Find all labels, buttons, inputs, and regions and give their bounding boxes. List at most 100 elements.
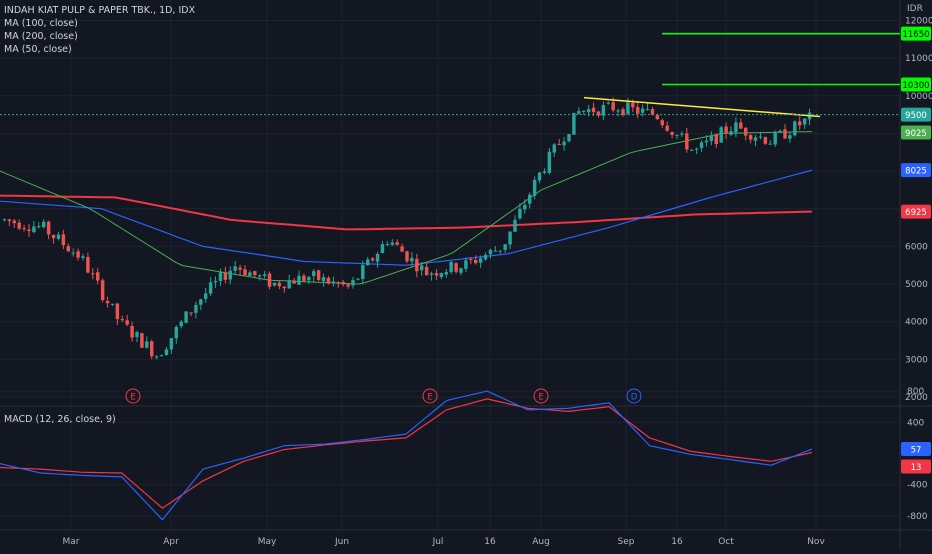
candle-body [660,120,664,126]
candle-body [655,115,660,120]
candle-body [714,134,718,145]
candle-body [150,341,154,357]
candle-body [120,319,124,321]
candle-body [719,127,723,143]
candle-body [76,251,80,258]
event-marker [422,388,438,404]
candle-body [758,136,763,138]
event-marker-label: E [130,393,135,403]
candle-body [444,272,448,275]
candle-body [105,300,110,304]
candle-body [665,125,669,131]
candle-body [169,338,174,350]
candle-body [267,273,272,287]
candle-body [96,272,100,281]
candle-body [518,208,522,219]
candle-body [199,299,203,305]
resistance-price-label: 10300 [902,81,929,91]
legend-ma50[interactable]: MA (50, close) [4,44,72,55]
candle-body [32,226,36,233]
macd-tick-label: 800 [907,387,924,397]
candle-body [537,172,542,181]
candle-body [464,260,468,269]
candle-body [145,341,149,348]
candle-body [22,228,26,230]
candle-body [577,111,581,114]
price-tick-label: 12000 [905,17,932,27]
candle-body [793,121,797,136]
candle-body [366,259,370,266]
candle-body [272,282,277,286]
candle-body [91,273,95,275]
candle-body [400,246,404,252]
candle-body [636,107,640,114]
candle-body [532,179,537,196]
candle-body [253,271,257,276]
candle-body [424,266,429,276]
candle-body [312,271,316,276]
legend-ma100[interactable]: MA (100, close) [4,18,78,29]
x-tick-label: 16 [484,537,496,547]
signal-value-label: 13 [911,463,922,473]
x-tick-label: 16 [671,537,683,547]
x-tick-label: Oct [718,537,734,547]
candle-body [223,272,228,280]
last-price-badge [901,107,931,122]
candle-body [528,194,532,204]
candle-body [110,303,115,305]
candle-body [680,133,684,135]
candle-body [748,135,753,140]
price-tick-label: 5000 [905,280,928,290]
macd-value-label: 57 [911,446,922,456]
resistance-price-badge [901,26,931,41]
candle-body [709,135,714,141]
symbol-title[interactable]: INDAH KIAT PULP & PAPER TBK., 1D, IDX [4,5,196,16]
ma100-line [0,169,813,266]
event-marker [533,388,549,404]
candle-body [395,242,399,245]
candle-body [469,259,473,261]
candle-body [51,234,56,239]
candle-body [243,269,247,276]
event-marker-label: D [631,393,638,403]
candle-body [61,234,66,246]
ma100-price-label: 8025 [905,167,927,177]
x-tick-label: Sep [618,537,635,547]
candle-body [611,102,615,111]
macd-value-badge [901,442,931,457]
candle-body [621,109,625,115]
candle-body [7,219,12,221]
macd-tick-label: -800 [907,512,928,522]
candle-body [174,326,178,339]
candle-body [218,272,223,281]
price-tick-label: 2000 [905,393,928,403]
candle-body [675,134,679,136]
price-tick-label: 6000 [905,242,928,252]
last-price-label: 9500 [905,111,927,121]
candle-body [71,252,75,254]
candle-body [86,256,90,273]
price-tick-label: 3000 [905,355,928,365]
candle-body [341,281,345,285]
candle-body [586,109,591,113]
candle-body [582,110,586,112]
candle-body [694,148,699,150]
macd-line [0,390,813,521]
candle-body [405,251,409,262]
candle-body [390,242,394,245]
candle-body [184,311,188,323]
x-tick-label: Mar [63,537,80,547]
candle-body [410,257,414,262]
legend-macd[interactable]: MACD (12, 26, close, 9) [4,414,116,425]
legend-ma200[interactable]: MA (200, close) [4,31,78,42]
candle-body [326,277,331,284]
candle-body [46,221,51,235]
candle-body [321,277,326,282]
candle-body [248,272,252,276]
candle-body [213,281,218,283]
candle-body [596,111,601,116]
candle-body [626,102,630,114]
